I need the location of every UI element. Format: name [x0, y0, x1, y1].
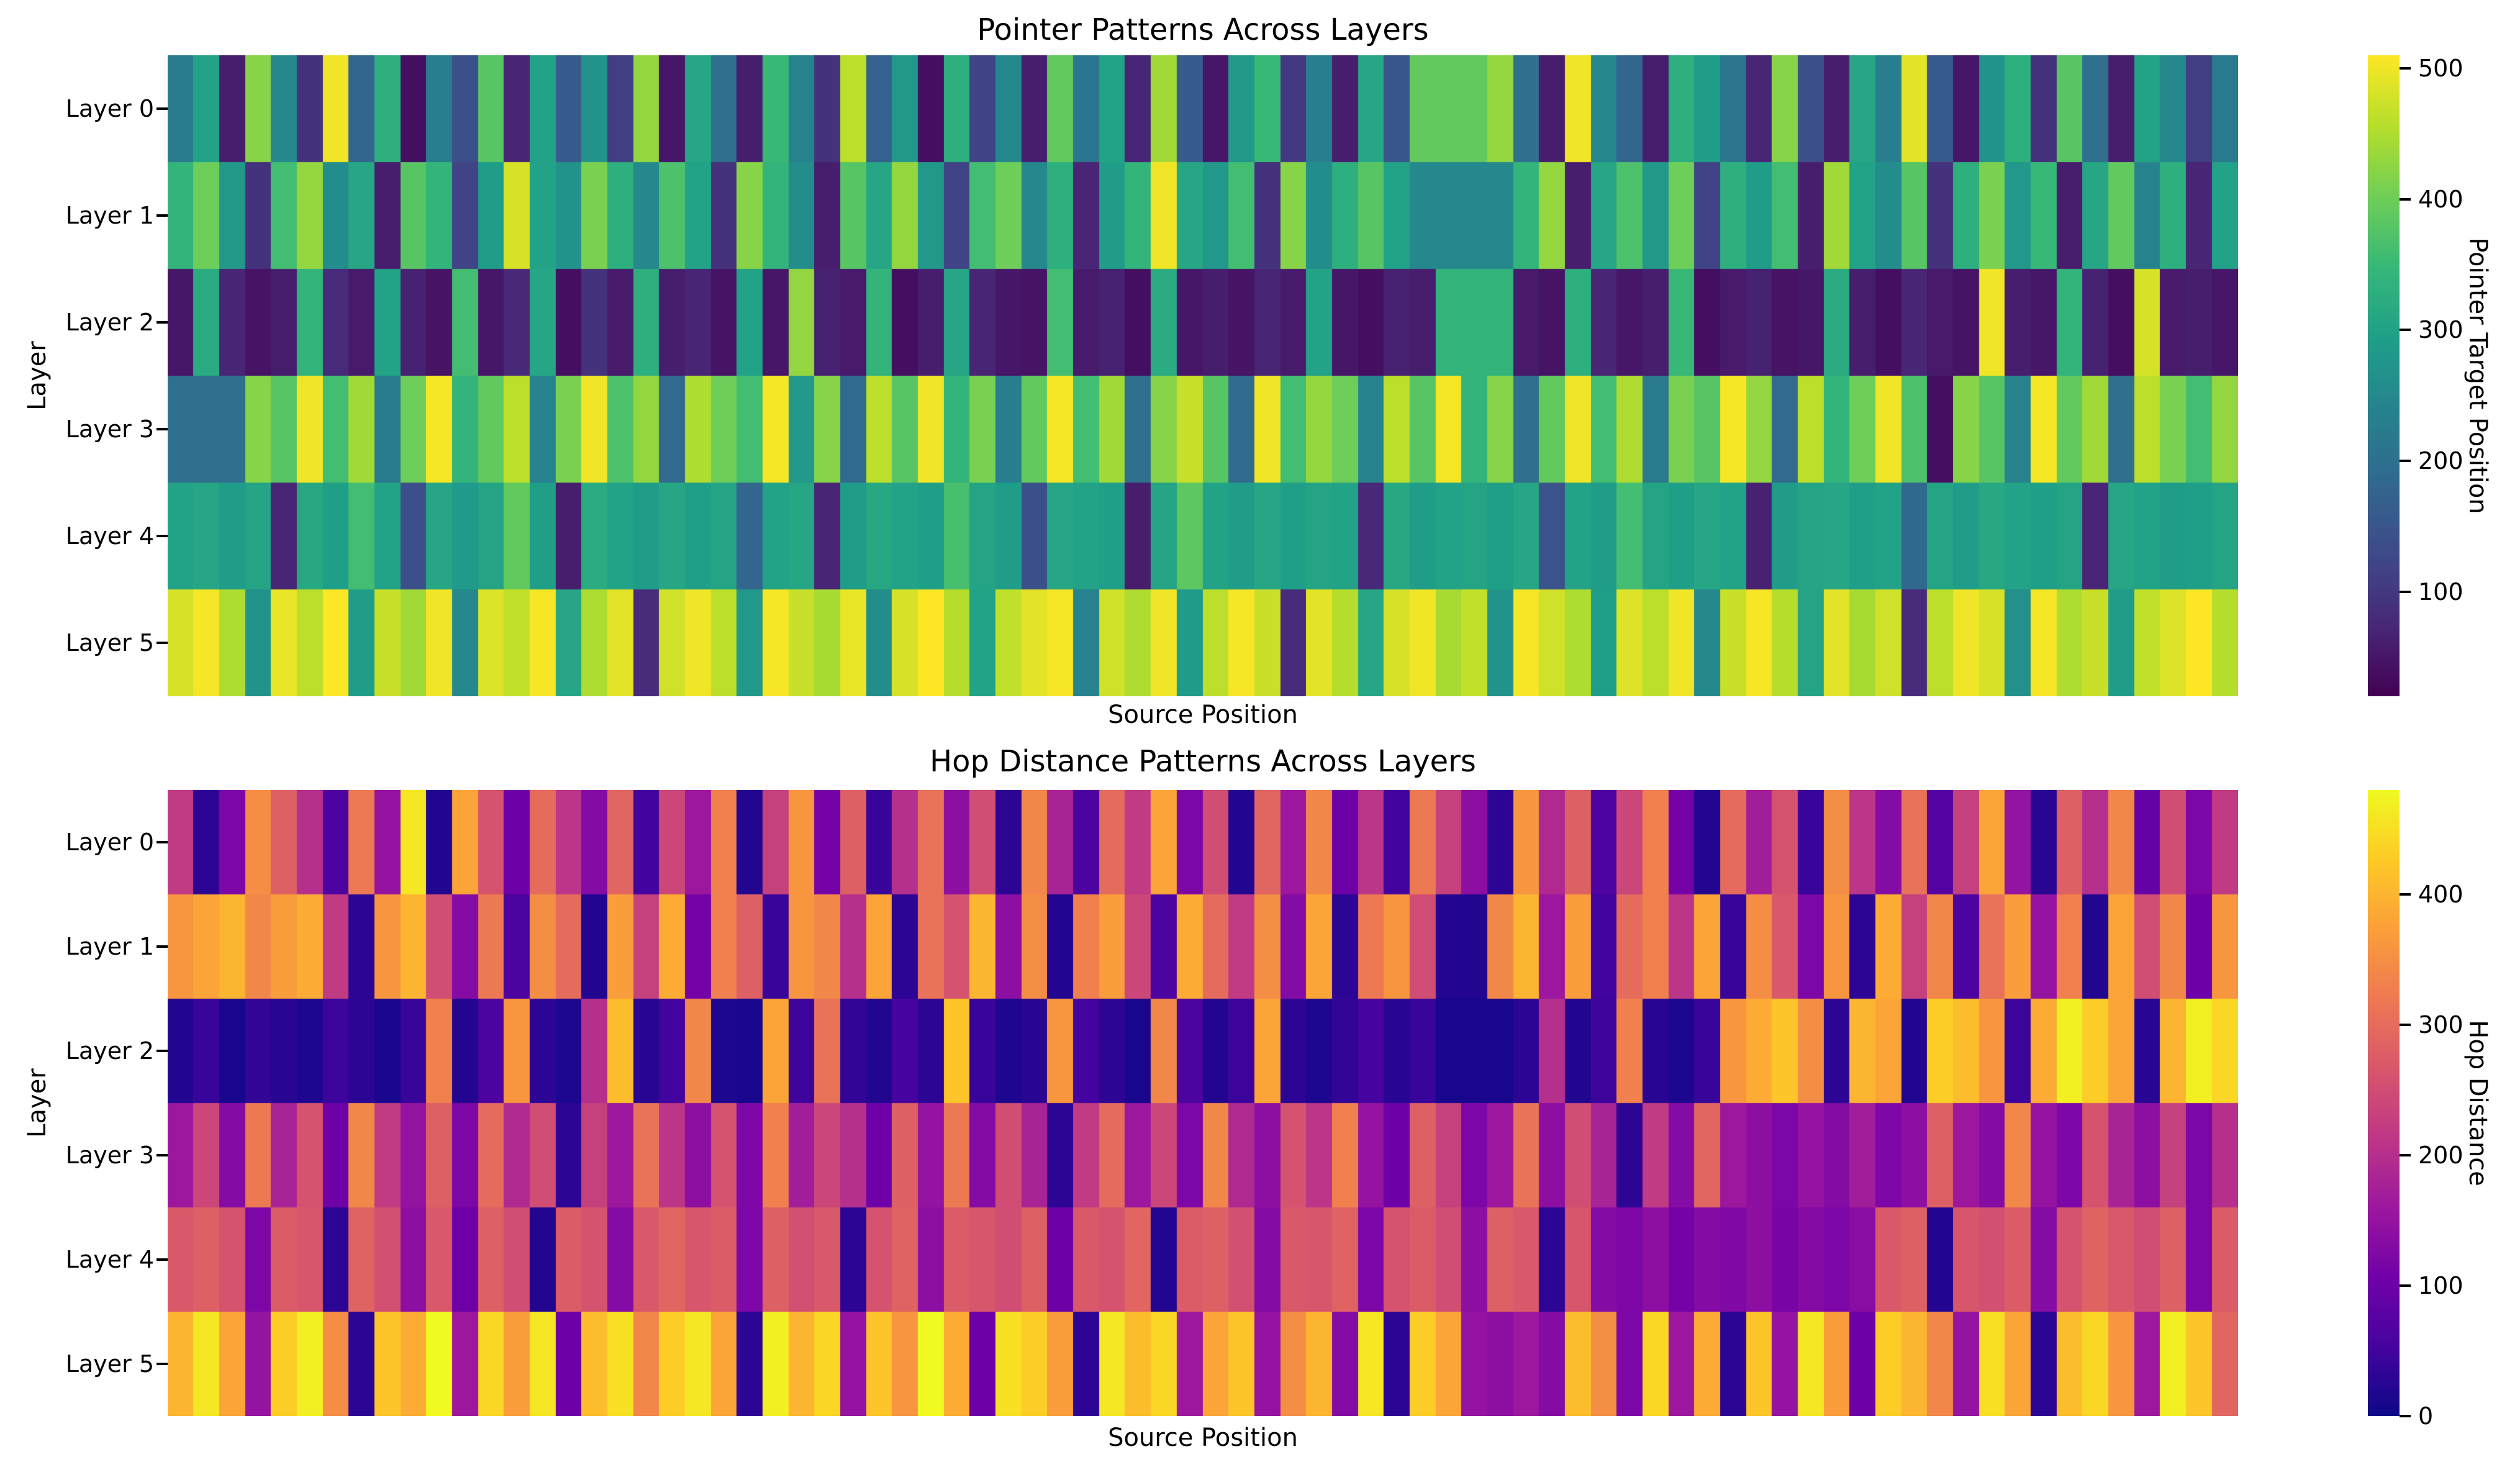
chart1-cbar-tick-100: 100 — [2418, 578, 2463, 606]
chart1-ytick-layer3: Layer 3 — [65, 416, 154, 443]
y-tick-mark — [156, 321, 168, 324]
y-tick-mark — [156, 535, 168, 537]
chart2-ylabel: Layer — [23, 1068, 52, 1138]
colorbar-tick-mark — [2400, 459, 2411, 462]
y-tick-mark — [156, 1363, 168, 1365]
colorbar-tick-mark — [2400, 590, 2411, 593]
chart2-ytick-layer4: Layer 4 — [65, 1246, 154, 1273]
pointer-colorbar — [2368, 55, 2400, 696]
chart1-colorbar-label: Pointer Target Position — [2463, 237, 2492, 514]
chart2-ytick-layer1: Layer 1 — [65, 933, 154, 960]
y-tick-mark — [156, 841, 168, 843]
y-tick-mark — [156, 1258, 168, 1261]
colorbar-tick-mark — [2400, 1284, 2411, 1287]
y-tick-mark — [156, 1050, 168, 1052]
chart1-cbar-tick-200: 200 — [2418, 447, 2463, 475]
chart1-xlabel: Source Position — [1108, 701, 1298, 729]
y-tick-mark — [156, 642, 168, 644]
chart1-ytick-layer0: Layer 0 — [65, 95, 154, 122]
y-tick-mark — [156, 214, 168, 217]
hop-distance-colorbar — [2368, 790, 2400, 1416]
chart1-cbar-tick-500: 500 — [2418, 55, 2463, 83]
y-tick-mark — [156, 107, 168, 110]
chart2-ytick-layer0: Layer 0 — [65, 829, 154, 856]
chart2-colorbar-label: Hop Distance — [2463, 1020, 2492, 1186]
chart2-ytick-layer3: Layer 3 — [65, 1142, 154, 1169]
colorbar-tick-mark — [2400, 67, 2411, 70]
chart2-ytick-layer2: Layer 2 — [65, 1037, 154, 1065]
colorbar-tick-mark — [2400, 1415, 2411, 1417]
colorbar-tick-mark — [2400, 893, 2411, 896]
colorbar-tick-mark — [2400, 1024, 2411, 1026]
colorbar-tick-mark — [2400, 198, 2411, 201]
chart2-ytick-layer5: Layer 5 — [65, 1350, 154, 1378]
pointer-heatmap — [168, 55, 2238, 696]
y-tick-mark — [156, 1154, 168, 1156]
chart1-ylabel: Layer — [23, 341, 52, 411]
chart1-cbar-tick-400: 400 — [2418, 185, 2463, 213]
chart2-cbar-tick-100: 100 — [2418, 1272, 2463, 1299]
chart1-ytick-layer5: Layer 5 — [65, 629, 154, 656]
chart2-cbar-tick-200: 200 — [2418, 1142, 2463, 1169]
colorbar-tick-mark — [2400, 1154, 2411, 1156]
chart1-ytick-layer1: Layer 1 — [65, 202, 154, 229]
hop-distance-heatmap — [168, 790, 2238, 1416]
chart2-cbar-tick-300: 300 — [2418, 1011, 2463, 1038]
y-tick-mark — [156, 428, 168, 430]
chart2-cbar-tick-400: 400 — [2418, 881, 2463, 908]
chart2-title: Hop Distance Patterns Across Layers — [930, 744, 1476, 779]
colorbar-tick-mark — [2400, 329, 2411, 332]
chart2-cbar-tick-0: 0 — [2418, 1402, 2434, 1430]
y-tick-mark — [156, 945, 168, 948]
chart1-title: Pointer Patterns Across Layers — [977, 12, 1429, 47]
chart1-cbar-tick-300: 300 — [2418, 316, 2463, 344]
chart1-ytick-layer2: Layer 2 — [65, 309, 154, 336]
chart2-xlabel: Source Position — [1108, 1424, 1298, 1452]
chart1-ytick-layer4: Layer 4 — [65, 522, 154, 550]
